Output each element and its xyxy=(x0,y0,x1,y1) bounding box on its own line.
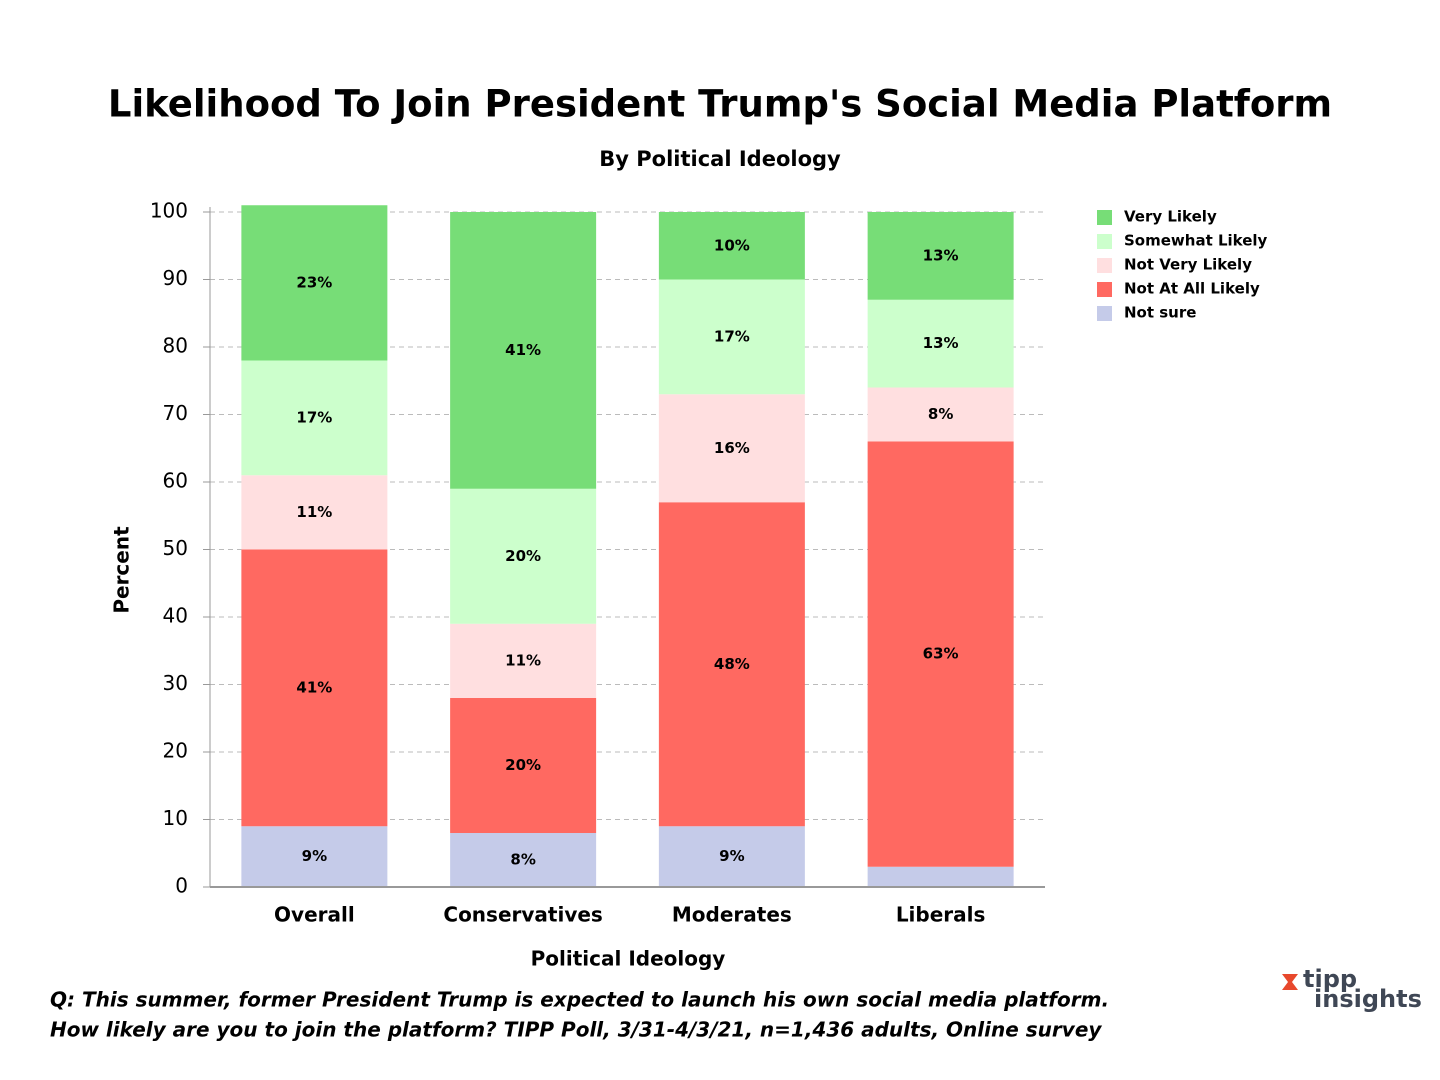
chart-title: Likelihood To Join President Trump's Soc… xyxy=(108,83,1332,126)
y-tick-label: 30 xyxy=(163,671,188,695)
data-label: 10% xyxy=(714,236,750,254)
y-tick-label: 80 xyxy=(163,334,188,358)
data-label: 20% xyxy=(505,756,541,774)
legend-swatch xyxy=(1097,258,1112,273)
bar-segment xyxy=(658,826,805,887)
bar-segment xyxy=(450,698,597,833)
data-label: 8% xyxy=(928,405,953,423)
legend-swatch xyxy=(1097,234,1112,249)
data-label: 20% xyxy=(505,547,541,565)
y-tick-label: 40 xyxy=(163,604,188,628)
bar-segment xyxy=(450,212,597,489)
bar-segment xyxy=(658,212,805,280)
bar-segment xyxy=(867,866,1014,887)
y-axis-label: Percent xyxy=(110,526,134,614)
data-label: 13% xyxy=(923,334,959,352)
bar-segment xyxy=(867,299,1014,388)
y-tick-label: 90 xyxy=(163,266,188,290)
x-tick-label: Moderates xyxy=(672,903,792,927)
data-label: 8% xyxy=(510,851,535,869)
bar-segment xyxy=(658,394,805,503)
data-label: 17% xyxy=(296,408,332,426)
footnote: How likely are you to join the platform?… xyxy=(50,1018,1102,1042)
bar-segment xyxy=(450,833,597,887)
data-label: 11% xyxy=(505,651,541,669)
data-label: 41% xyxy=(505,341,541,359)
bar-segment xyxy=(867,212,1014,300)
footnote: Q: This summer, former President Trump i… xyxy=(50,988,1109,1012)
bar-segment xyxy=(241,826,388,887)
x-tick-label: Overall xyxy=(274,903,355,927)
data-label: 16% xyxy=(714,439,750,457)
data-label: 11% xyxy=(296,503,332,521)
chart-subtitle: By Political Ideology xyxy=(599,147,841,171)
data-label: 13% xyxy=(923,246,959,264)
y-tick-label: 60 xyxy=(163,469,188,493)
x-tick-label: Liberals xyxy=(896,903,986,927)
x-tick-label: Conservatives xyxy=(443,903,602,927)
bar-segment xyxy=(867,441,1014,867)
data-label: 9% xyxy=(302,847,327,865)
legend-label: Somewhat Likely xyxy=(1124,232,1268,250)
data-label: 41% xyxy=(296,678,332,696)
data-label: 48% xyxy=(714,655,750,673)
legend-label: Not sure xyxy=(1124,304,1196,322)
bar-segment xyxy=(241,205,388,361)
logo-text: insights xyxy=(1314,985,1422,1013)
data-label: 63% xyxy=(923,645,959,663)
bar-segment xyxy=(241,475,388,550)
bar-segment xyxy=(241,549,388,827)
logo-text: tipp xyxy=(1303,965,1357,993)
y-tick-label: 20 xyxy=(163,739,188,763)
legend-swatch xyxy=(1097,306,1112,321)
legend-label: Very Likely xyxy=(1124,208,1217,226)
logo-icon xyxy=(1282,974,1298,990)
y-tick-label: 0 xyxy=(175,874,188,898)
bar-segment xyxy=(867,387,1014,442)
y-tick-label: 10 xyxy=(163,806,188,830)
y-tick-label: 100 xyxy=(150,199,188,223)
data-label: 17% xyxy=(714,327,750,345)
x-axis-label: Political Ideology xyxy=(531,947,726,971)
bar-segment xyxy=(450,623,597,698)
legend-swatch xyxy=(1097,282,1112,297)
legend-label: Not Very Likely xyxy=(1124,256,1252,274)
data-label: 9% xyxy=(719,847,744,865)
bar-segment xyxy=(241,360,388,476)
bar-segment xyxy=(658,502,805,827)
legend-label: Not At All Likely xyxy=(1124,280,1260,298)
y-tick-label: 50 xyxy=(163,536,188,560)
bar-segment xyxy=(658,279,805,395)
data-label: 23% xyxy=(296,273,332,291)
legend-swatch xyxy=(1097,210,1112,225)
bar-segment xyxy=(450,488,597,624)
y-tick-label: 70 xyxy=(163,401,188,425)
